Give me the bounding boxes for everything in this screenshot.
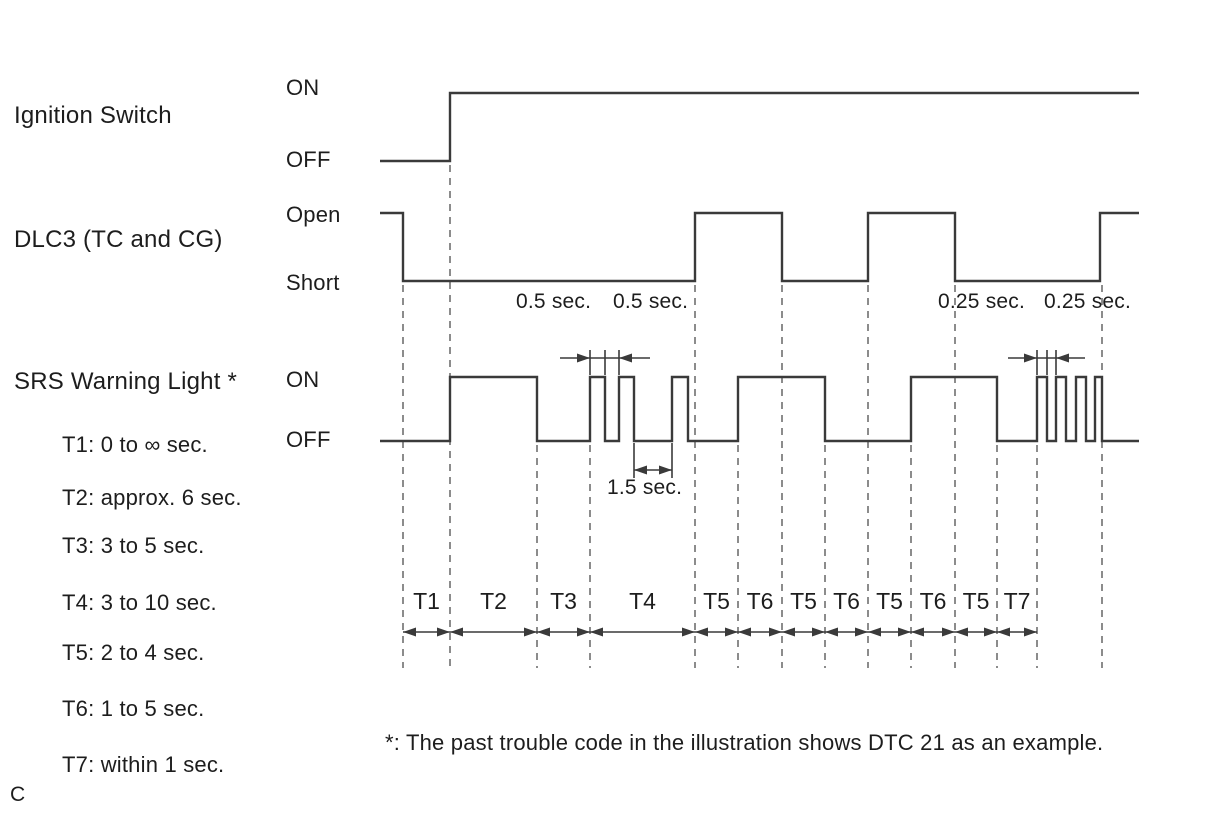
corner-mark: C [10, 783, 26, 806]
dimension-arrowhead [812, 627, 825, 637]
timeline-segment-label: T5 [876, 588, 903, 614]
dimension-arrowhead [577, 353, 590, 363]
half-sec-marks [560, 350, 650, 375]
dimension-arrowhead [738, 627, 751, 637]
timeline-segment-label: T6 [919, 588, 947, 614]
dimension-arrowhead [984, 627, 997, 637]
level-label-dlc3-open: Open [286, 202, 341, 227]
footnote: *: The past trouble code in the illustra… [385, 730, 1104, 755]
dimension-arrowhead [695, 627, 708, 637]
dimension-arrowhead [634, 465, 647, 475]
dimension-arrowhead [590, 627, 603, 637]
timeline-segment-label: T6 [746, 588, 774, 614]
dimension-arrowhead [898, 627, 911, 637]
level-label-ignition-on: ON [286, 75, 320, 100]
timeline-arrow [782, 627, 825, 637]
timeline-arrow [825, 627, 868, 637]
annotation-one-point-five-sec: 1.5 sec. [607, 476, 683, 499]
dimension-arrowhead [942, 627, 955, 637]
timeline-dimension-arrows [403, 627, 1037, 637]
dimension-arrowhead [825, 627, 838, 637]
dlc3-waveform [380, 211, 1139, 283]
timeline-segment-label: T3 [550, 588, 577, 614]
legend-item-t2: T2: approx. 6 sec. [62, 485, 242, 510]
timeline-arrow [450, 627, 537, 637]
dimension-arrowhead [769, 627, 782, 637]
legend-item-t1: T1: 0 to ∞ sec. [62, 432, 208, 457]
legend-item-t3: T3: 3 to 5 sec. [62, 533, 205, 558]
ignition-trace [380, 91, 1139, 163]
legend-item-t7: T7: within 1 sec. [62, 752, 225, 777]
srs-trace [380, 375, 1139, 443]
level-label-dlc3-short: Short [286, 270, 340, 295]
level-label-ignition-off: OFF [286, 147, 331, 172]
waveforms [380, 91, 1139, 443]
dimension-arrowhead [1024, 353, 1037, 363]
dimension-arrowhead [782, 627, 795, 637]
dimension-arrowhead [537, 627, 550, 637]
timeline-arrow [695, 627, 738, 637]
timeline-segment-label: T1 [413, 588, 440, 614]
dimension-arrowhead [855, 627, 868, 637]
timeline-arrow [403, 627, 450, 637]
dimension-arrowhead [450, 627, 463, 637]
timeline-segment-label: T5 [962, 588, 990, 614]
dimension-arrowhead [437, 627, 450, 637]
annotation-quarter-sec-2: 0.25 sec. [1044, 290, 1132, 313]
timeline-arrow [997, 627, 1037, 637]
timeline-segment-label: T7 [1003, 588, 1031, 614]
legend-item-t5: T5: 2 to 4 sec. [62, 640, 205, 665]
dimension-arrowhead [1024, 627, 1037, 637]
legend-item-t6: T6: 1 to 5 sec. [62, 696, 205, 721]
timeline-segment-label: T5 [790, 588, 817, 614]
ignition-switch-waveform [380, 91, 1139, 163]
dimension-arrowhead [997, 627, 1010, 637]
timeline-arrow [537, 627, 590, 637]
timeline-arrow [868, 627, 911, 637]
dimension-arrowhead [955, 627, 968, 637]
annotation-quarter-sec-1: 0.25 sec. [938, 290, 1026, 313]
timeline-arrow [738, 627, 782, 637]
legend-item-t4: T4: 3 to 10 sec. [62, 590, 217, 615]
dimension-markers [560, 350, 1085, 478]
digit-pause-mark [633, 443, 673, 478]
level-label-srs-on: ON [286, 367, 320, 392]
dimension-arrowhead [403, 627, 416, 637]
dimension-arrowhead [868, 627, 881, 637]
dimension-arrowhead [725, 627, 738, 637]
srs-warning-light-waveform [380, 375, 1139, 443]
dimension-arrowhead [682, 627, 695, 637]
annotation-half-sec-1: 0.5 sec. [516, 290, 592, 313]
dimension-arrowhead [659, 465, 672, 475]
row-label-srs-warning-light: SRS Warning Light * [14, 368, 238, 395]
timeline-arrow [590, 627, 695, 637]
timeline-arrow [911, 627, 955, 637]
dimension-arrowhead [619, 353, 632, 363]
row-label-dlc3: DLC3 (TC and CG) [14, 226, 223, 253]
annotation-half-sec-2: 0.5 sec. [613, 290, 689, 313]
dlc3-trace [380, 211, 1139, 283]
level-label-srs-off: OFF [286, 427, 331, 452]
timeline-arrow [955, 627, 997, 637]
timeline-segment-label: T4 [629, 588, 656, 614]
dimension-arrowhead [911, 627, 924, 637]
dimension-arrowhead [577, 627, 590, 637]
timeline-segment-label: T5 [703, 588, 730, 614]
dimension-arrowhead [524, 627, 537, 637]
quarter-sec-marks [1008, 350, 1085, 375]
dimension-arrowhead [1056, 353, 1069, 363]
timeline-segment-label: T2 [480, 588, 507, 614]
row-label-ignition-switch: Ignition Switch [14, 102, 172, 129]
timeline-segment-label: T6 [833, 588, 860, 614]
